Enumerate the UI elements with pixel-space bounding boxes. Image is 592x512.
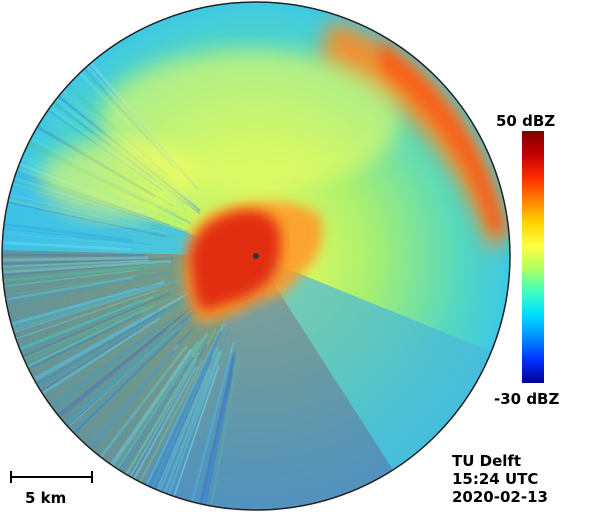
date-label: 2020-02-13 [452,488,548,506]
info-block: TU Delft 15:24 UTC 2020-02-13 [452,452,548,506]
echo-northwest [40,140,200,220]
time-label: 15:24 UTC [452,470,548,488]
colorbar-min-label: -30 dBZ [494,390,559,408]
radar-site-marker [253,253,259,259]
scale-bar-label: 5 km [25,489,66,507]
scale-bar [10,476,93,478]
colorbar-max-label: 50 dBZ [496,112,555,130]
organization-label: TU Delft [452,452,548,470]
radial-streak [2,255,145,256]
colorbar [522,131,544,383]
